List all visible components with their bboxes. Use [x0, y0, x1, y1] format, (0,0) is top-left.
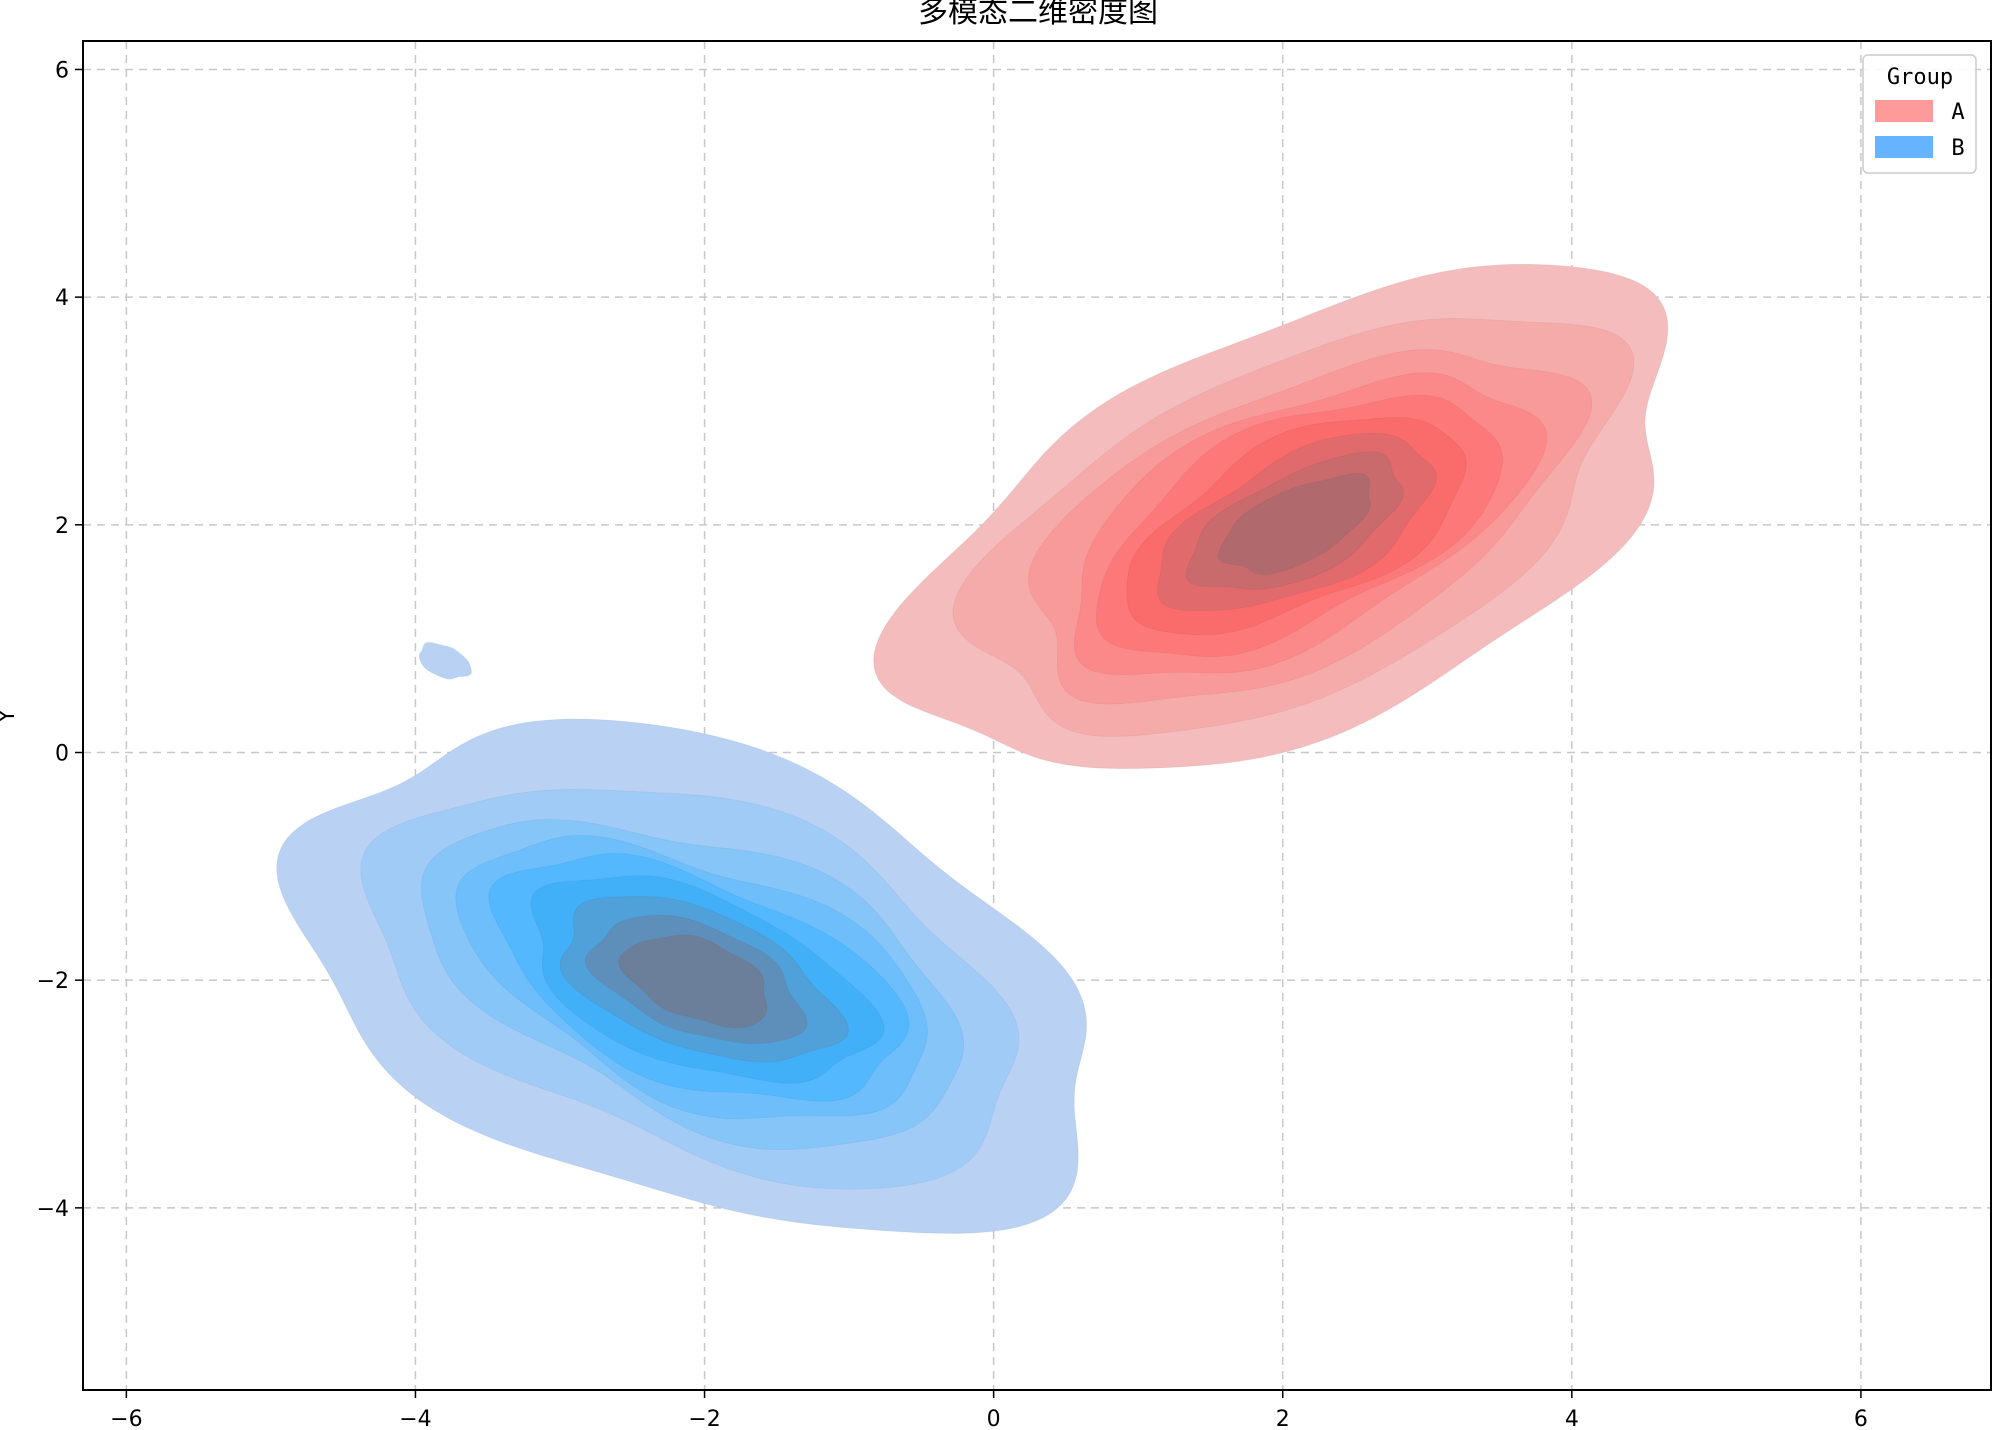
- y-tick-label: −2: [37, 969, 69, 994]
- legend: Group AB: [1863, 55, 1976, 173]
- legend-swatch-B: [1875, 136, 1933, 158]
- chart-title: 多模态二维密度图: [918, 0, 1158, 30]
- x-tick-label: −4: [399, 1407, 431, 1430]
- x-axis: −6 −4 −2 0 2 4 6: [110, 1390, 1868, 1430]
- legend-label-B: B: [1951, 136, 1964, 161]
- y-tick-label: 0: [55, 741, 69, 766]
- x-tick-label: 2: [1276, 1407, 1290, 1430]
- legend-title: Group: [1887, 65, 1953, 90]
- legend-label-A: A: [1951, 100, 1964, 125]
- y-tick-label: 4: [55, 286, 69, 311]
- x-tick-label: −6: [110, 1407, 142, 1430]
- x-tick-label: 4: [1565, 1407, 1579, 1430]
- y-axis: −4 −2 0 2 4 6: [37, 58, 83, 1221]
- y-tick-label: −4: [37, 1197, 69, 1222]
- x-tick-label: 6: [1854, 1407, 1868, 1430]
- plot-area: [83, 41, 1991, 1390]
- x-tick-label: −2: [688, 1407, 720, 1430]
- y-axis-label: Y: [0, 709, 20, 724]
- y-tick-label: 6: [55, 58, 69, 83]
- y-tick-label: 2: [55, 514, 69, 539]
- legend-swatch-A: [1875, 100, 1933, 122]
- x-tick-label: 0: [987, 1407, 1001, 1430]
